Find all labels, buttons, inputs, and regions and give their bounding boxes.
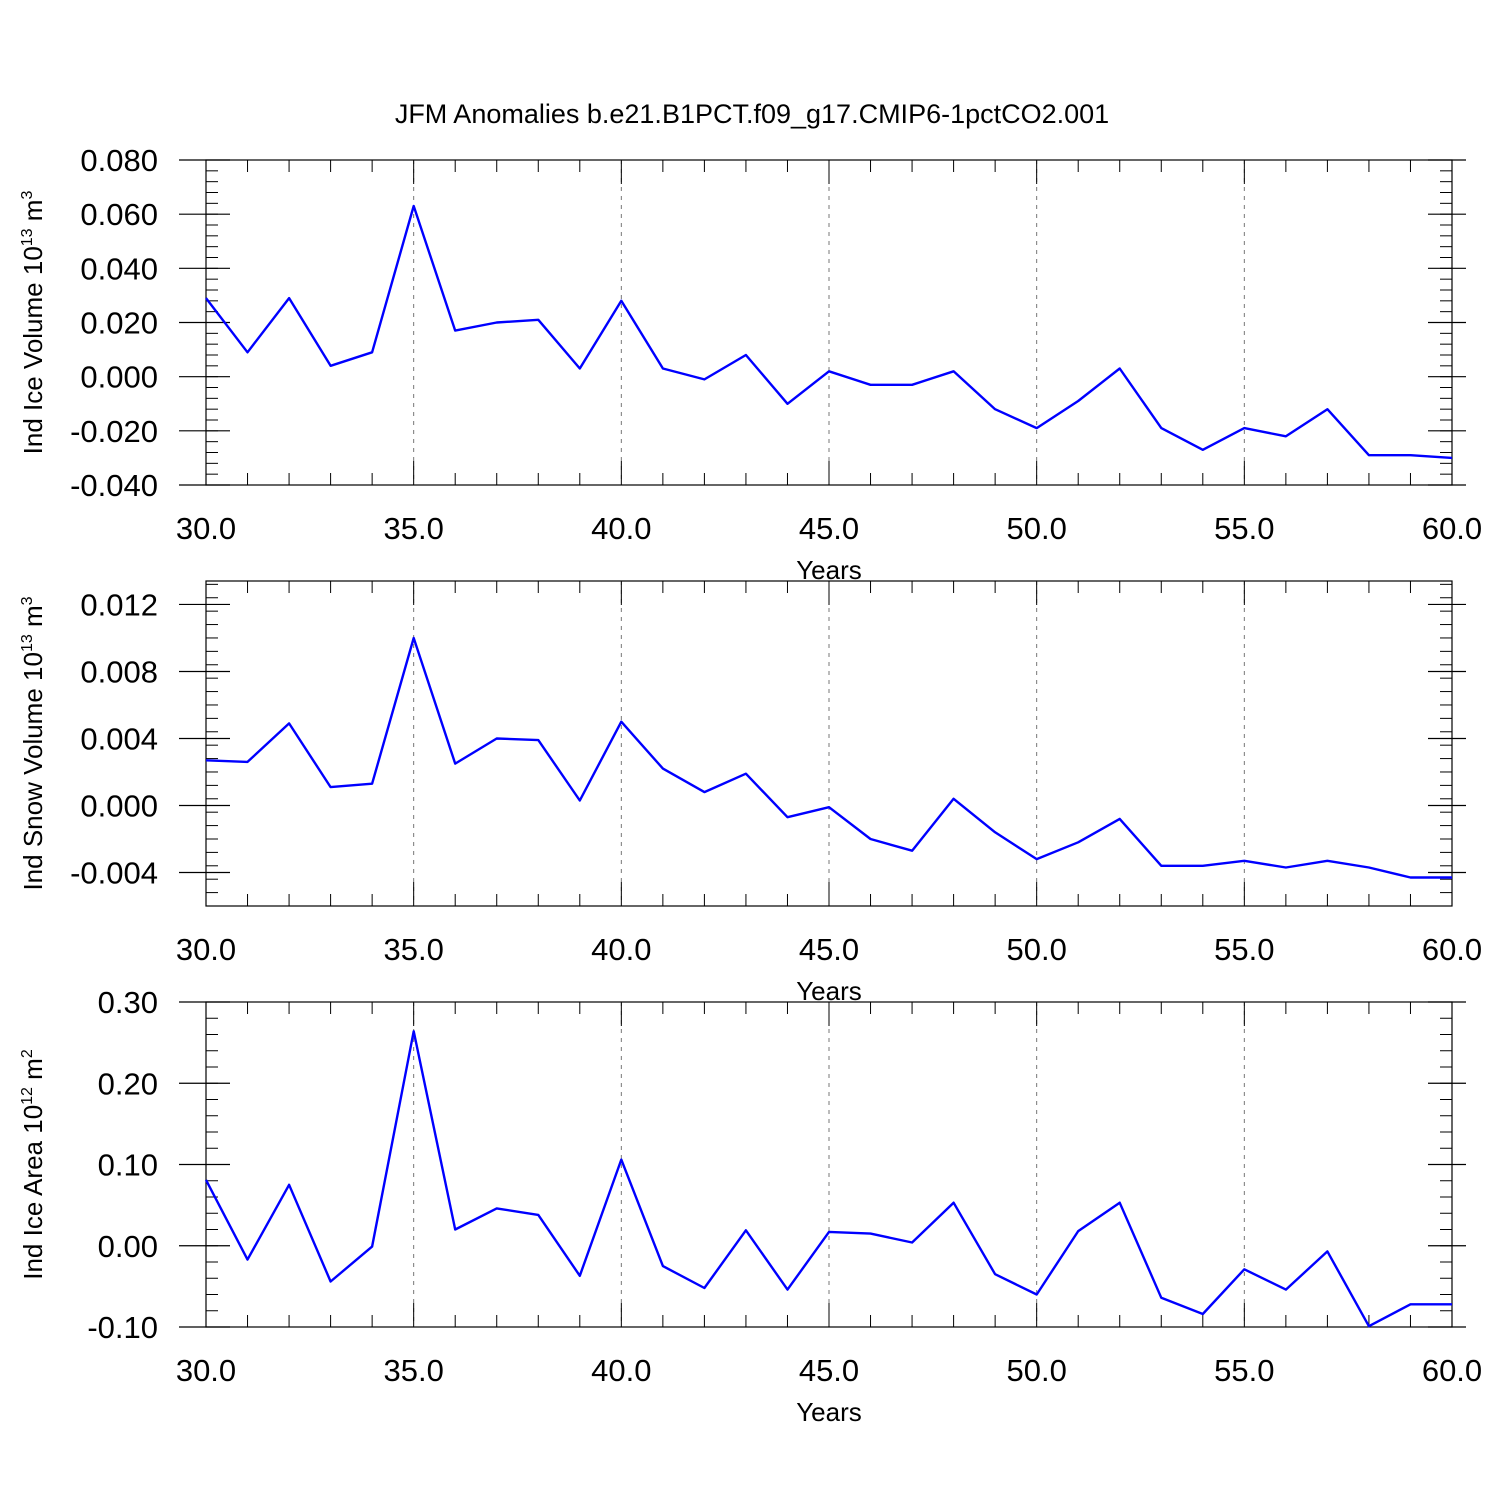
y-tick-label: 0.080 xyxy=(80,143,158,178)
x-axis-label: Years xyxy=(796,1397,862,1427)
x-axis-label: Years xyxy=(796,555,862,585)
x-tick-label: 35.0 xyxy=(383,1353,443,1388)
x-tick-label: 50.0 xyxy=(1006,511,1066,546)
y-tick-label: -0.004 xyxy=(70,855,158,890)
y-tick-label: -0.040 xyxy=(70,468,158,503)
x-tick-label: 35.0 xyxy=(383,511,443,546)
chart-panel-2: 0.012 0.008 0.004 0.000 -0.004 30.0 35.0 40.0 45… xyxy=(18,580,1482,1006)
y-tick-label: 0.020 xyxy=(80,306,158,341)
x-tick-label: 60.0 xyxy=(1422,932,1482,967)
y-tick-label: 0.040 xyxy=(80,251,158,286)
chart-panel-1: 0.080 0.060 0.040 0.020 0.000 -0.020 -0.040 30.… xyxy=(18,143,1482,585)
x-tick-label: 60.0 xyxy=(1422,1353,1482,1388)
y-tick-label: 0.000 xyxy=(80,788,158,823)
y-tick-label: 0.008 xyxy=(80,654,158,689)
y-tick-label: 0.004 xyxy=(80,721,158,756)
x-tick-label: 55.0 xyxy=(1214,932,1274,967)
y-tick-label: 0.10 xyxy=(98,1148,158,1183)
y-tick-label: 0.060 xyxy=(80,197,158,232)
x-tick-label: 30.0 xyxy=(176,932,236,967)
x-tick-label: 30.0 xyxy=(176,1353,236,1388)
x-tick-label: 40.0 xyxy=(591,1353,651,1388)
x-axis-label: Years xyxy=(796,976,862,1006)
y-tick-label: 0.30 xyxy=(98,985,158,1020)
y-tick-label: 0.00 xyxy=(98,1229,158,1264)
x-tick-label: 60.0 xyxy=(1422,511,1482,546)
x-tick-label: 40.0 xyxy=(591,932,651,967)
y-axis-label: Ind Snow Volume 1013 m3 xyxy=(18,596,48,890)
x-tick-label: 30.0 xyxy=(176,511,236,546)
x-tick-label: 55.0 xyxy=(1214,511,1274,546)
chart-panel-3: 0.30 0.20 0.10 0.00 -0.10 30.0 35.0 40.0 45.0 50.… xyxy=(18,985,1482,1427)
x-tick-label: 50.0 xyxy=(1006,1353,1066,1388)
y-axis-label: Ind Ice Area 1012 m2 xyxy=(18,1049,48,1280)
x-tick-label: 40.0 xyxy=(591,511,651,546)
x-tick-label: 35.0 xyxy=(383,932,443,967)
y-tick-label: 0.000 xyxy=(80,360,158,395)
x-tick-label: 55.0 xyxy=(1214,1353,1274,1388)
x-tick-label: 45.0 xyxy=(799,511,859,546)
y-tick-label: 0.20 xyxy=(98,1066,158,1101)
y-tick-label: -0.10 xyxy=(87,1310,158,1345)
x-tick-label: 45.0 xyxy=(799,932,859,967)
figure-title: JFM Anomalies b.e21.B1PCT.f09_g17.CMIP6-… xyxy=(395,99,1109,129)
y-tick-label: 0.012 xyxy=(80,587,158,622)
y-tick-label: -0.020 xyxy=(70,414,158,449)
x-tick-label: 50.0 xyxy=(1006,932,1066,967)
x-tick-label: 45.0 xyxy=(799,1353,859,1388)
y-axis-label: Ind Ice Volume 1013 m3 xyxy=(18,191,48,455)
